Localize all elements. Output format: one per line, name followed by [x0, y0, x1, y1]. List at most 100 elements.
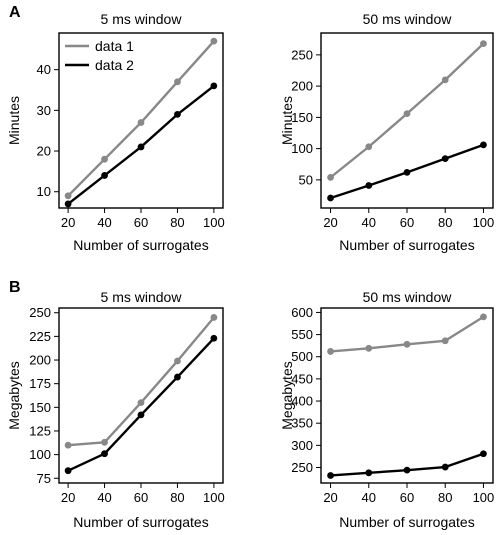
y-axis-label: Minutes	[6, 96, 22, 145]
x-axis-label: Number of surrogates	[339, 237, 474, 253]
y-tick-label: 600	[291, 305, 313, 320]
data-point	[480, 450, 487, 458]
panel-label-b: B	[9, 279, 21, 296]
chart-1: 5 ms window 20 40 60 80 100 10 20 30 40 Number of …	[6, 11, 225, 253]
x-tick-label: 40	[97, 490, 111, 505]
data-point	[174, 373, 181, 381]
data-point	[327, 173, 334, 181]
chart-title: 50 ms window	[363, 289, 453, 305]
data-point	[210, 334, 218, 342]
data-point	[174, 110, 181, 118]
data-point	[137, 119, 145, 126]
data-point	[327, 194, 334, 202]
data-point	[365, 143, 373, 151]
data-point	[441, 337, 449, 345]
y-axis-label: Minutes	[279, 96, 295, 145]
data-point	[365, 182, 373, 189]
y-tick-label: 250	[291, 47, 313, 62]
x-tick-label: 100	[203, 215, 225, 230]
data-point	[327, 348, 334, 355]
x-tick-label: 80	[170, 490, 184, 505]
y-tick-label: 350	[291, 416, 313, 431]
x-tick-label: 60	[400, 215, 414, 230]
y-axis-label: Megabytes	[6, 361, 22, 429]
x-axis-label: Number of surrogates	[339, 514, 474, 530]
data-point	[327, 472, 334, 479]
data-point	[441, 463, 449, 471]
x-tick-label: 20	[323, 490, 337, 505]
y-tick-label: 125	[29, 423, 51, 438]
y-tick-label: 225	[29, 329, 51, 344]
y-axis-label: Megabytes	[279, 361, 295, 429]
x-axis-label: Number of surrogates	[73, 514, 208, 530]
data-point	[64, 200, 72, 208]
data-point	[137, 143, 145, 151]
legend-label: data 2	[95, 57, 134, 73]
y-tick-label: 100	[29, 447, 51, 462]
chart-2: 50 ms window 20 40 60 80 100 50 100 150 200 250 Num…	[279, 11, 494, 253]
x-tick-label: 40	[97, 215, 111, 230]
data-point	[403, 340, 411, 348]
y-tick-label: 450	[291, 371, 313, 386]
data-point	[101, 155, 108, 163]
data-point	[101, 438, 108, 446]
x-tick-label: 20	[61, 490, 75, 505]
data-point	[137, 411, 145, 419]
data-point	[64, 467, 72, 475]
data-point	[365, 344, 373, 352]
data-point	[210, 37, 218, 45]
data-point	[441, 155, 449, 163]
data-point	[403, 168, 411, 176]
data-point	[174, 357, 181, 365]
x-tick-label: 20	[323, 215, 337, 230]
x-tick-label: 40	[362, 490, 376, 505]
data-point	[137, 399, 145, 406]
x-tick-label: 80	[438, 490, 452, 505]
y-tick-label: 30	[37, 103, 51, 118]
data-point	[441, 76, 449, 84]
charts-group: 5 ms window 20 40 60 80 100 10 20 30 40 Number of …	[6, 11, 494, 530]
data-point	[101, 450, 108, 458]
chart-title: 50 ms window	[363, 11, 453, 27]
data-point	[64, 441, 72, 449]
data-point	[174, 78, 181, 86]
y-tick-label: 250	[291, 460, 313, 475]
y-tick-label: 150	[29, 400, 51, 415]
x-tick-label: 100	[473, 490, 495, 505]
y-tick-label: 400	[291, 394, 313, 409]
x-tick-label: 60	[134, 215, 148, 230]
x-tick-label: 20	[61, 215, 75, 230]
y-tick-label: 100	[291, 141, 313, 156]
x-tick-label: 40	[362, 215, 376, 230]
y-tick-label: 50	[299, 172, 313, 187]
x-tick-label: 80	[438, 215, 452, 230]
y-tick-label: 200	[291, 79, 313, 94]
data-point	[480, 313, 487, 321]
chart-4: 50 ms window 20 40 60 80 100 250 300 350 400 450 50…	[279, 289, 494, 530]
x-axis-label: Number of surrogates	[73, 237, 208, 253]
legend-label: data 1	[95, 38, 134, 54]
y-tick-label: 500	[291, 349, 313, 364]
chart-title: 5 ms window	[101, 11, 183, 27]
chart-title: 5 ms window	[101, 289, 183, 305]
data-point	[210, 82, 218, 90]
data-point	[365, 469, 373, 477]
y-tick-label: 40	[37, 62, 51, 77]
y-tick-label: 175	[29, 376, 51, 391]
x-tick-label: 60	[400, 490, 414, 505]
y-tick-label: 150	[291, 110, 313, 125]
data-point	[403, 110, 411, 118]
series-line-1	[67, 40, 215, 197]
y-tick-label: 20	[37, 144, 51, 159]
data-point	[64, 192, 72, 200]
x-tick-label: 100	[203, 490, 225, 505]
y-tick-label: 300	[291, 438, 313, 453]
y-tick-label: 10	[37, 184, 51, 199]
chart-3: 5 ms window 20 40 60 80 100 75 100 125 150 175 200 2…	[6, 289, 225, 530]
y-tick-label: 250	[29, 305, 51, 320]
data-point	[480, 141, 487, 149]
panel-label-a: A	[9, 4, 21, 21]
plot-frame	[320, 307, 494, 484]
x-tick-label: 60	[134, 490, 148, 505]
